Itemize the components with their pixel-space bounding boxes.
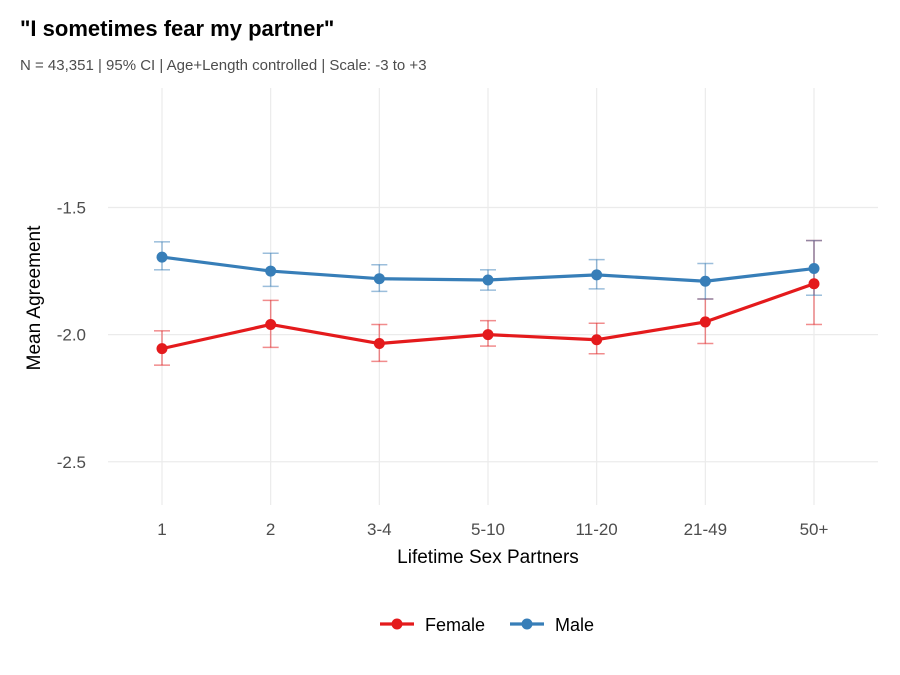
x-axis-title: Lifetime Sex Partners	[397, 547, 579, 568]
y-axis-title: Mean Agreement	[24, 225, 45, 370]
chart-title: "I sometimes fear my partner"	[20, 16, 335, 41]
legend-label: Female	[425, 615, 485, 635]
legend: Female Male	[380, 615, 594, 635]
legend-item-female: Female	[380, 615, 485, 635]
y-tick-label: -2.0	[57, 326, 86, 345]
x-tick-label: 3-4	[367, 520, 392, 539]
data-point-male	[699, 275, 711, 287]
data-point-male	[373, 273, 385, 285]
y-axis-ticks: -1.5 -2.0 -2.5	[57, 199, 86, 472]
chart-subtitle: N = 43,351 | 95% CI | Age+Length control…	[20, 57, 427, 74]
data-point-male	[591, 269, 603, 281]
data-point-male	[156, 251, 168, 263]
x-tick-label: 21-49	[684, 520, 727, 539]
data-point-female	[591, 334, 603, 346]
data-points	[156, 251, 820, 355]
data-point-male	[482, 274, 494, 286]
data-point-female	[265, 318, 277, 330]
data-point-male	[265, 265, 277, 277]
y-tick-label: -1.5	[57, 199, 86, 218]
legend-marker	[391, 618, 403, 630]
x-tick-label: 2	[266, 520, 275, 539]
x-tick-label: 11-20	[576, 520, 618, 539]
legend-label: Male	[555, 615, 594, 635]
data-point-male	[808, 263, 820, 275]
x-tick-label: 5-10	[471, 520, 505, 539]
data-point-female	[156, 343, 168, 355]
data-point-female	[373, 338, 385, 350]
x-tick-label: 1	[157, 520, 166, 539]
gridlines	[108, 88, 878, 505]
legend-marker	[521, 618, 533, 630]
data-point-female	[699, 316, 711, 328]
data-point-female	[482, 329, 494, 341]
data-point-female	[808, 278, 820, 290]
x-axis-ticks: 1 2 3-4 5-10 11-20 21-49 50+	[157, 520, 828, 539]
legend-item-male: Male	[510, 615, 594, 635]
y-tick-label: -2.5	[57, 453, 86, 472]
x-tick-label: 50+	[800, 520, 829, 539]
